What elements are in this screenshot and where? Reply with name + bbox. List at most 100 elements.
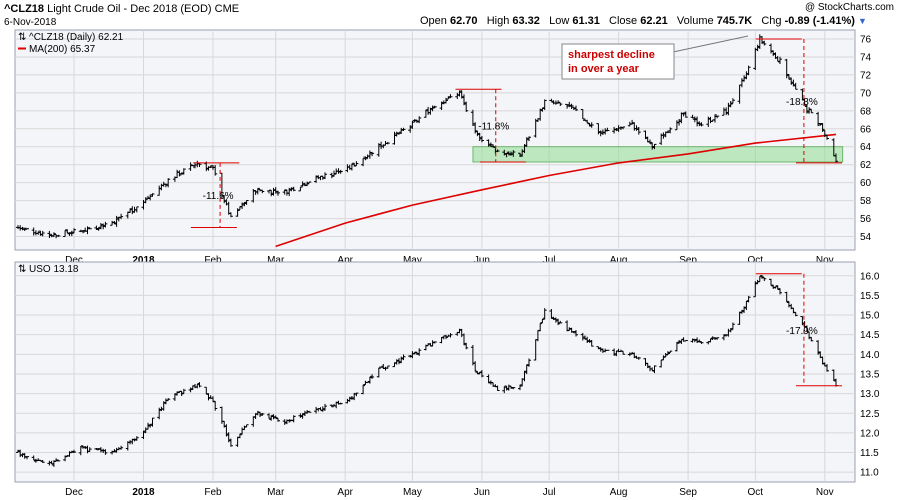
ohlc-bar bbox=[51, 232, 56, 237]
ohlc-bar bbox=[715, 115, 720, 119]
ohlc-bar bbox=[605, 127, 610, 132]
ohlc-bar bbox=[506, 151, 511, 156]
ohlc-bar bbox=[683, 111, 688, 118]
y-tick-label: 58 bbox=[860, 196, 872, 207]
ohlc-bar bbox=[177, 170, 182, 177]
ohlc-bar bbox=[585, 336, 590, 343]
ohlc-bar bbox=[397, 358, 401, 365]
ohlc-bar bbox=[385, 141, 390, 145]
ohlc-bar bbox=[56, 234, 61, 237]
ohlc-bar bbox=[648, 139, 652, 144]
ohlc-bar bbox=[385, 365, 390, 369]
ohlc-bar bbox=[614, 128, 619, 132]
ohlc-bar bbox=[715, 337, 720, 340]
ohlc-bars bbox=[16, 274, 838, 467]
ohlc-bar bbox=[448, 333, 453, 338]
ohlc-bar bbox=[163, 183, 168, 188]
ohlc-bar bbox=[148, 194, 153, 201]
ohlc-bar bbox=[213, 165, 218, 176]
ohlc-bar bbox=[287, 187, 292, 197]
x-tick-label: May bbox=[403, 487, 422, 498]
ohlc-bar bbox=[423, 109, 428, 118]
ohlc-bar bbox=[755, 44, 760, 52]
ohlc-bar bbox=[665, 351, 670, 356]
ohlc-bar bbox=[228, 438, 233, 447]
ohlc-bar bbox=[652, 143, 657, 150]
x-tick-label: Oct bbox=[748, 487, 764, 498]
ohlc-bar bbox=[114, 215, 119, 227]
ohlc-bar bbox=[444, 97, 448, 104]
ohlc-bar bbox=[94, 225, 99, 230]
ohlc-bar bbox=[744, 71, 749, 80]
ohlc-bar bbox=[273, 415, 278, 419]
ohlc-bar bbox=[778, 56, 782, 64]
ohlc-bar bbox=[85, 226, 90, 235]
ohlc-bar bbox=[464, 342, 469, 350]
ohlc-bar bbox=[742, 306, 747, 313]
ohlc-bar bbox=[580, 332, 585, 341]
ohlc-bar bbox=[596, 346, 601, 350]
ohlc-bar bbox=[603, 128, 608, 135]
ohlc-bar bbox=[370, 151, 375, 157]
ohlc-bar bbox=[809, 336, 814, 342]
ohlc-bar bbox=[244, 424, 249, 428]
ohlc-bar bbox=[307, 181, 312, 184]
ohlc-bar bbox=[276, 190, 280, 196]
ohlc-bar bbox=[753, 281, 758, 298]
ohlc-bar bbox=[786, 74, 791, 80]
ohlc-bar bbox=[495, 385, 500, 391]
ohlc-bar bbox=[509, 385, 513, 389]
ohlc-bar bbox=[141, 430, 146, 439]
ohlc-bar bbox=[831, 369, 836, 382]
ohlc-bar bbox=[146, 422, 150, 430]
legend: ⇅ USO 13.18 bbox=[18, 264, 79, 275]
ohlc-bar bbox=[56, 459, 61, 462]
ohlc-bar bbox=[809, 108, 814, 114]
ohlc-bar bbox=[522, 144, 527, 153]
ohlc-bar bbox=[524, 137, 529, 147]
ohlc-bar bbox=[235, 208, 240, 217]
ohlc-bar bbox=[661, 132, 666, 139]
ohlc-bar bbox=[188, 387, 193, 393]
close-label: Close bbox=[609, 15, 638, 27]
ohlc-bar bbox=[94, 448, 99, 450]
ohlc-bar bbox=[410, 121, 415, 129]
ohlc-bar bbox=[589, 122, 594, 128]
ohlc-bar bbox=[370, 374, 375, 379]
ohlc-bar bbox=[172, 393, 177, 401]
ohlc-bar bbox=[522, 370, 527, 382]
ohlc-bar bbox=[757, 276, 762, 283]
ohlc-bar bbox=[479, 370, 484, 378]
ohlc-bar bbox=[204, 386, 209, 395]
y-tick-label: 54 bbox=[860, 232, 872, 243]
x-tick-label: Jul bbox=[543, 255, 556, 266]
ohlc-bar bbox=[692, 338, 697, 343]
y-tick-label: 74 bbox=[860, 52, 872, 63]
x-tick-label: Aug bbox=[610, 255, 628, 266]
ohlc-bar bbox=[282, 189, 287, 195]
x-tick-label: 2018 bbox=[132, 487, 155, 498]
ohlc-bar bbox=[98, 223, 103, 230]
open-value: 62.70 bbox=[449, 15, 478, 27]
ohlc-bar bbox=[462, 333, 466, 346]
ohlc-bar bbox=[690, 114, 695, 119]
ohlc-bar bbox=[287, 419, 292, 423]
ohlc-bar bbox=[697, 121, 702, 127]
ohlc-bar bbox=[825, 364, 829, 372]
ohlc-bar bbox=[150, 193, 155, 197]
ohlc-bar bbox=[143, 197, 148, 204]
ohlc-bar bbox=[518, 152, 522, 157]
ohlc-bar bbox=[101, 223, 106, 230]
ohlc-bar bbox=[273, 187, 278, 194]
ohlc-bar bbox=[414, 351, 419, 355]
ohlc-bar bbox=[361, 384, 366, 395]
ohlc-bar bbox=[329, 404, 334, 408]
ohlc-bar bbox=[668, 350, 673, 353]
ohlc-bar bbox=[338, 402, 343, 405]
ohlc-bar bbox=[103, 221, 108, 228]
x-tick-label: Dec bbox=[65, 487, 83, 498]
ohlc-bar bbox=[775, 285, 780, 290]
callout-box bbox=[561, 43, 675, 80]
ohlc-bar bbox=[511, 150, 516, 157]
